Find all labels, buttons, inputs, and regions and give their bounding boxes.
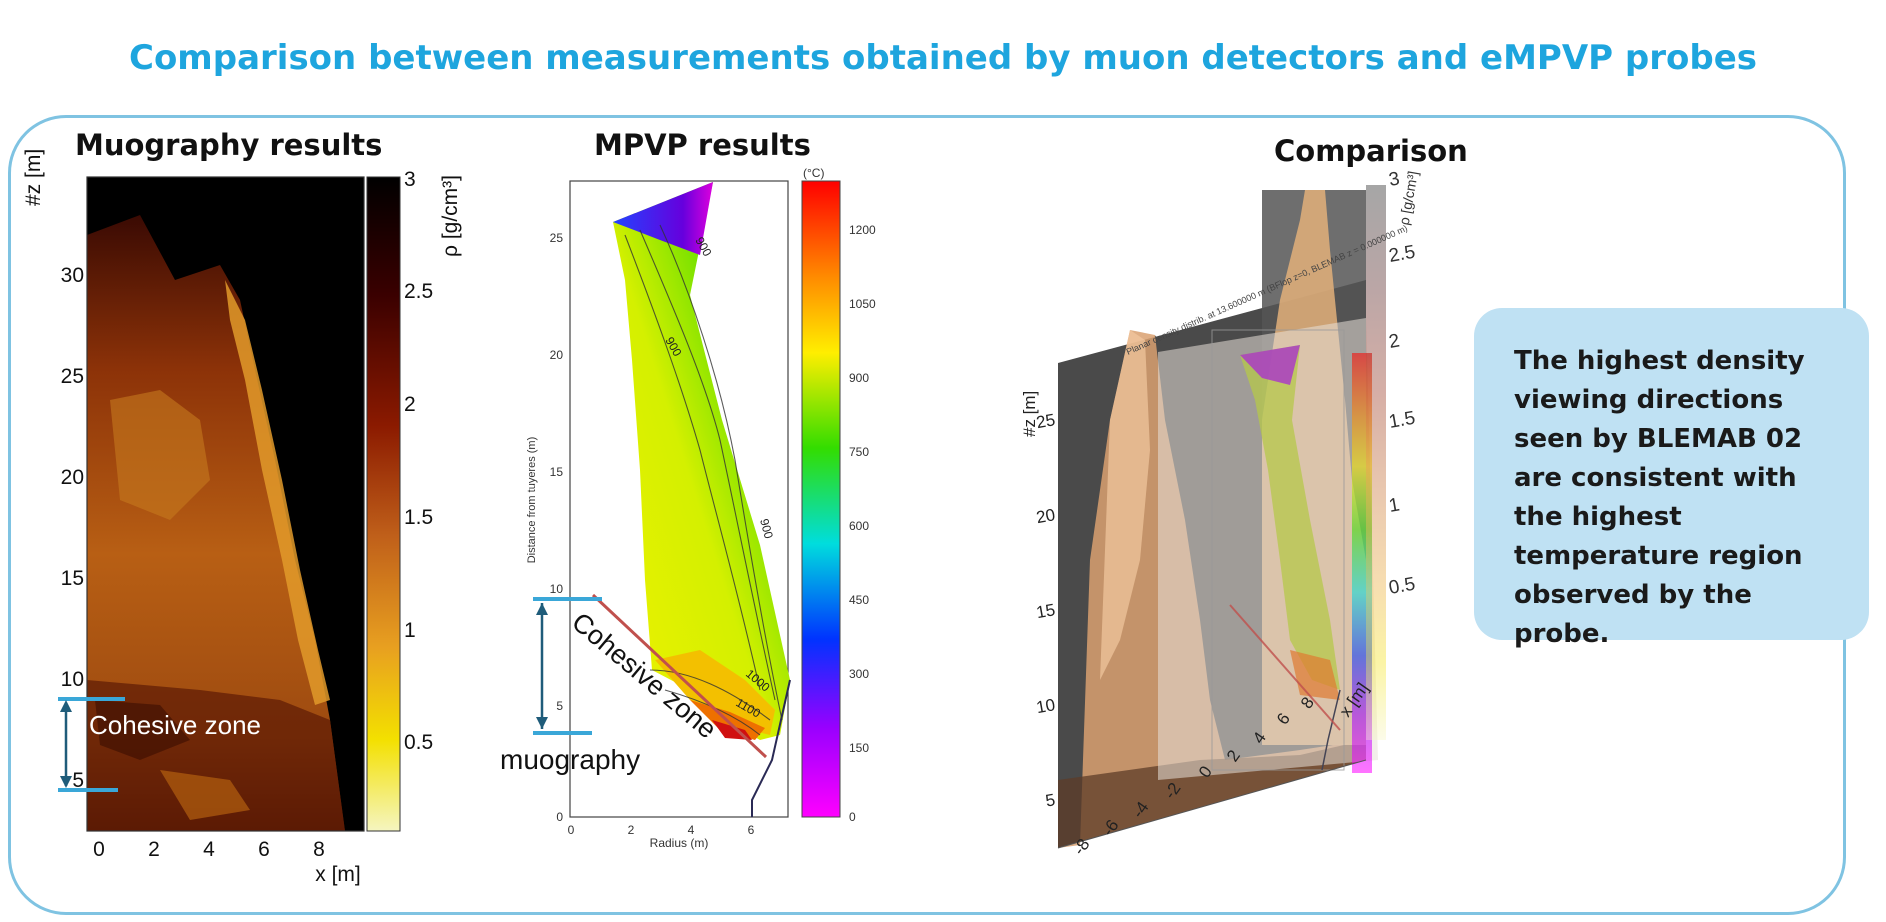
temperature-colorbar xyxy=(801,180,841,818)
density-colorbar-tick: 2.5 xyxy=(404,280,433,303)
muography-x-tick: 6 xyxy=(258,838,270,861)
conclusion-note-text: The highest density viewing directions s… xyxy=(1514,346,1805,649)
mpvp-x-tick: 6 xyxy=(748,823,755,837)
temperature-contours xyxy=(624,224,783,736)
muography-y-ticks: 30 25 20 15 10 5 xyxy=(61,264,84,792)
muography-plot-frame xyxy=(86,176,365,832)
comparison-colorbar-tick: 2 xyxy=(1387,330,1401,353)
temperature-colorbar-ticks: 1200 1050 900 750 600 450 300 150 0 xyxy=(849,223,876,824)
cohesive-zone-line xyxy=(591,593,768,759)
muography-y-tick: 25 xyxy=(61,365,84,388)
comparison-colorbar-ticks: 3 2.5 2 1.5 1 0.5 xyxy=(1387,168,1417,599)
comparison-3d-view xyxy=(1057,185,1386,849)
mpvp-x-label: Radius (m) xyxy=(650,836,709,850)
muography-x-ticks: 0 2 4 6 8 xyxy=(93,838,325,861)
comparison-colorbar-tick: 3 xyxy=(1387,168,1401,191)
comparison-colorbar-tick: 1.5 xyxy=(1387,408,1417,433)
temperature-unit: (°C) xyxy=(803,166,824,180)
density-colorbar-label: ρ [g/cm³] xyxy=(439,175,462,257)
density-colorbar xyxy=(366,176,401,832)
density-colorbar-tick: 0.5 xyxy=(404,731,433,754)
comparison-colorbar-label: ρ [g/cm³] xyxy=(1396,170,1421,227)
density-colorbar-tick: 2 xyxy=(404,393,416,416)
conclusion-note: The highest density viewing directions s… xyxy=(1474,308,1869,649)
muography-x-label: x [m] xyxy=(315,863,361,886)
temperature-colorbar-tick: 1200 xyxy=(849,223,876,237)
mpvp-y-tick: 0 xyxy=(556,810,563,824)
muography-x-tick: 4 xyxy=(203,838,215,861)
comparison-title: Comparison xyxy=(1274,134,1468,168)
comparison-colorbar-tick: 0.5 xyxy=(1387,574,1417,599)
temperature-colorbar-tick: 150 xyxy=(849,741,869,755)
muography-y-label: #z [m] xyxy=(22,149,45,206)
mpvp-x-ticks: 0 2 4 6 xyxy=(568,823,755,837)
contour-label: 900 xyxy=(757,517,776,540)
density-colorbar-tick: 1 xyxy=(404,619,416,642)
muography-zone-marker xyxy=(58,697,125,792)
mpvp-y-tick: 15 xyxy=(550,465,564,479)
mpvp-y-tick: 5 xyxy=(556,699,563,713)
mpvp-y-tick: 10 xyxy=(550,582,564,596)
density-colorbar-ticks: 3 2.5 2 1.5 1 0.5 xyxy=(404,168,433,754)
density-colorbar-tick: 3 xyxy=(404,168,416,191)
muography-heatmap xyxy=(87,177,364,831)
mpvp-y-tick: 20 xyxy=(550,348,564,362)
comparison-y-tick: 15 xyxy=(1035,600,1057,622)
muography-y-tick: 10 xyxy=(61,668,84,691)
mpvp-muography-label: muography xyxy=(500,744,640,775)
mpvp-title: MPVP results xyxy=(594,128,811,162)
muography-x-tick: 8 xyxy=(313,838,325,861)
density-colorbar-tick: 1.5 xyxy=(404,506,433,529)
muography-y-tick: 30 xyxy=(61,264,84,287)
temperature-colorbar-tick: 750 xyxy=(849,445,869,459)
mpvp-x-tick: 2 xyxy=(628,823,635,837)
temperature-colorbar-tick: 450 xyxy=(849,593,869,607)
mpvp-plot: 900 900 900 1000 1100 xyxy=(569,180,791,818)
temperature-colorbar-tick: 1050 xyxy=(849,297,876,311)
comparison-y-tick: 5 xyxy=(1044,790,1057,810)
muography-y-tick: 15 xyxy=(61,567,84,590)
muography-title: Muography results xyxy=(75,128,383,162)
mpvp-muography-marker xyxy=(533,597,602,735)
muography-y-tick: 20 xyxy=(61,466,84,489)
comparison-y-tick: 20 xyxy=(1035,505,1057,527)
mpvp-y-label: Distance from tuyeres (m) xyxy=(526,437,538,564)
muography-y-tick: 5 xyxy=(72,769,84,792)
muography-zone-label: Cohesive zone xyxy=(89,710,261,740)
temperature-colorbar-tick: 300 xyxy=(849,667,869,681)
temperature-hot-top xyxy=(613,182,713,255)
mpvp-x-tick: 0 xyxy=(568,823,575,837)
comparison-y-label: #z [m] xyxy=(1020,391,1039,437)
mpvp-y-ticks: 25 20 15 10 5 0 xyxy=(550,231,564,824)
mpvp-x-tick: 4 xyxy=(688,823,695,837)
temperature-colorbar-tick: 0 xyxy=(849,810,856,824)
comparison-colorbar-tick: 1 xyxy=(1387,494,1401,517)
muography-x-tick: 0 xyxy=(93,838,105,861)
comparison-y-tick: 25 xyxy=(1035,410,1057,432)
comparison-colorbar-tick: 2.5 xyxy=(1387,242,1417,267)
comparison-y-tick: 10 xyxy=(1035,695,1057,717)
temperature-colorbar-tick: 900 xyxy=(849,371,869,385)
temperature-colorbar-tick: 600 xyxy=(849,519,869,533)
slide-title: Comparison between measurements obtained… xyxy=(129,38,1757,78)
comparison-y-ticks: 25 20 15 10 5 xyxy=(1035,410,1057,810)
mpvp-y-tick: 25 xyxy=(550,231,564,245)
muography-x-tick: 2 xyxy=(148,838,160,861)
